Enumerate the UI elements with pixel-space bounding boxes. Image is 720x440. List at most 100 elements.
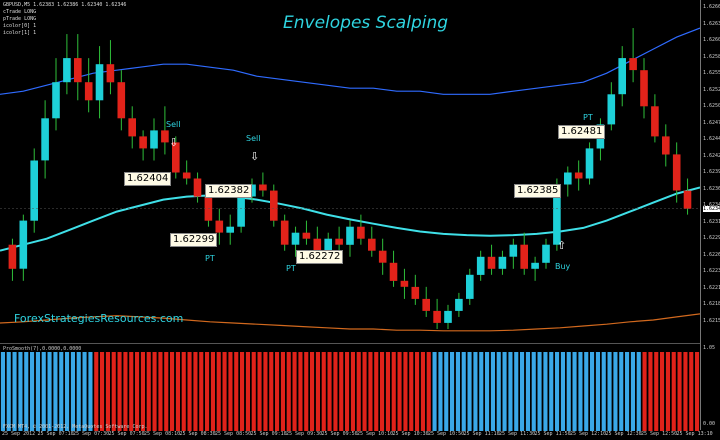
indicator-bar bbox=[403, 352, 408, 431]
price-tick-label: 1.62635 bbox=[703, 20, 720, 27]
price-label: 1.62299 bbox=[170, 233, 218, 247]
price-chart[interactable] bbox=[0, 0, 700, 343]
candle-body bbox=[41, 118, 49, 161]
indicator-bar bbox=[117, 352, 122, 431]
candle-body bbox=[422, 298, 430, 311]
price-tick-label: 1.62340 bbox=[703, 202, 720, 208]
indicator-bar bbox=[251, 352, 256, 431]
indicator-bar bbox=[607, 352, 612, 431]
indicator-bar bbox=[158, 352, 163, 431]
candle-body bbox=[553, 184, 561, 245]
indicator-bar bbox=[339, 352, 344, 431]
indicator-bar bbox=[549, 352, 554, 431]
sell-label: Sell bbox=[246, 134, 261, 143]
indicator-bar bbox=[12, 352, 17, 431]
down-arrow-icon: ⇩ bbox=[250, 150, 260, 163]
price-tick-label: 1.62605 bbox=[703, 37, 720, 43]
buy-label: Buy bbox=[555, 262, 571, 271]
indicator-bar bbox=[35, 352, 40, 431]
indicator-bar bbox=[333, 352, 338, 431]
indicator-tick-label: 1.05 bbox=[703, 345, 716, 351]
candle-body bbox=[651, 106, 659, 137]
watermark: ForexStrategiesResources.com bbox=[14, 312, 184, 325]
indicator-bar bbox=[193, 352, 198, 431]
info-line: cTrade LONG bbox=[3, 9, 37, 15]
candle-body bbox=[84, 82, 93, 101]
candle-body bbox=[215, 220, 224, 233]
indicator-bar bbox=[181, 352, 186, 431]
indicator-bar bbox=[409, 352, 414, 431]
candle-body bbox=[139, 136, 147, 149]
price-label: 1.62382 bbox=[205, 184, 253, 198]
candle-body bbox=[368, 238, 376, 251]
price-tick-label: 1.62315 bbox=[703, 218, 720, 225]
indicator-bar bbox=[327, 352, 332, 431]
pt-label: PT bbox=[583, 113, 593, 122]
indicator-bar bbox=[0, 352, 5, 431]
chart-info: GBPUSD,M5 1.62383 1.62386 1.62340 1.6234… bbox=[3, 2, 126, 37]
indicator-bar bbox=[53, 352, 58, 431]
candle-body bbox=[542, 244, 550, 263]
time-axis[interactable]: 25 Sep 2012 25 Sep 07:10 25 Sep 07:30 25 Se… bbox=[0, 430, 720, 440]
candle-body bbox=[498, 256, 507, 269]
indicator-bar bbox=[426, 352, 431, 431]
indicator-panel[interactable]: ProSmooth(7),0.0000,0.0000 bbox=[0, 343, 700, 431]
candle-body bbox=[63, 58, 71, 83]
indicator-bar bbox=[590, 352, 595, 431]
indicator-bar bbox=[105, 352, 110, 431]
indicator-bar bbox=[362, 352, 367, 431]
time-tick-label: 25 Sep 09:10 bbox=[250, 431, 287, 437]
indicator-bar bbox=[6, 352, 11, 431]
indicator-bar bbox=[146, 352, 151, 431]
candle-body bbox=[150, 130, 158, 149]
indicator-bar bbox=[234, 352, 239, 431]
candle-body bbox=[520, 244, 528, 269]
indicator-bar bbox=[30, 352, 35, 431]
price-label: 1.62481 bbox=[558, 125, 606, 139]
indicator-bar bbox=[648, 352, 653, 431]
indicator-bar bbox=[391, 352, 396, 431]
copyright: FXCM MT4, © 2001-2012, MetaQuotes Softwa… bbox=[3, 424, 148, 430]
indicator-bar bbox=[613, 352, 618, 431]
indicator-bar bbox=[345, 352, 350, 431]
indicator-bar bbox=[380, 352, 385, 431]
indicator-bar bbox=[65, 352, 70, 431]
indicator-bar bbox=[263, 352, 268, 431]
candle-body bbox=[640, 70, 648, 107]
indicator-bar bbox=[175, 352, 180, 431]
indicator-bar bbox=[222, 352, 227, 431]
candle-body bbox=[313, 238, 322, 251]
candle-body bbox=[30, 160, 38, 221]
indicator-bar bbox=[502, 352, 507, 431]
indicator-bar bbox=[321, 352, 326, 431]
price-tick-label: 1.62525 bbox=[703, 86, 720, 93]
indicator-bar bbox=[695, 352, 700, 431]
candle-body bbox=[346, 226, 354, 245]
indicator-bar bbox=[135, 352, 140, 431]
sell-label: Sell bbox=[166, 120, 181, 129]
indicator-bar bbox=[269, 352, 274, 431]
indicator-bar bbox=[689, 352, 694, 431]
candle-body bbox=[476, 256, 485, 275]
time-tick-label: 25 Sep 07:10 bbox=[37, 431, 74, 437]
time-tick-label: 25 Sep 10:30 bbox=[392, 431, 429, 437]
time-tick-label: 25 Sep 12:50 bbox=[641, 431, 678, 437]
indicator-bar bbox=[111, 352, 116, 431]
candle-body bbox=[19, 220, 28, 269]
indicator-bar bbox=[170, 352, 175, 431]
indicator-bar bbox=[216, 352, 221, 431]
candle-body bbox=[466, 274, 474, 299]
candle-body bbox=[683, 190, 692, 209]
indicator-bar bbox=[210, 352, 215, 431]
indicator-bar bbox=[636, 352, 641, 431]
indicator-bar bbox=[304, 352, 309, 431]
candle-body bbox=[95, 64, 104, 101]
indicator-bar bbox=[275, 352, 280, 431]
indicator-bar bbox=[642, 352, 647, 431]
up-arrow-icon: ⇧ bbox=[557, 239, 567, 252]
price-axis[interactable]: 1.62660 1.62635 1.62605 1.62580 1.62555 1.625… bbox=[700, 0, 720, 430]
candle-body bbox=[237, 196, 245, 227]
candle-body bbox=[172, 142, 180, 173]
price-tick-label: 1.62210 bbox=[703, 284, 720, 291]
